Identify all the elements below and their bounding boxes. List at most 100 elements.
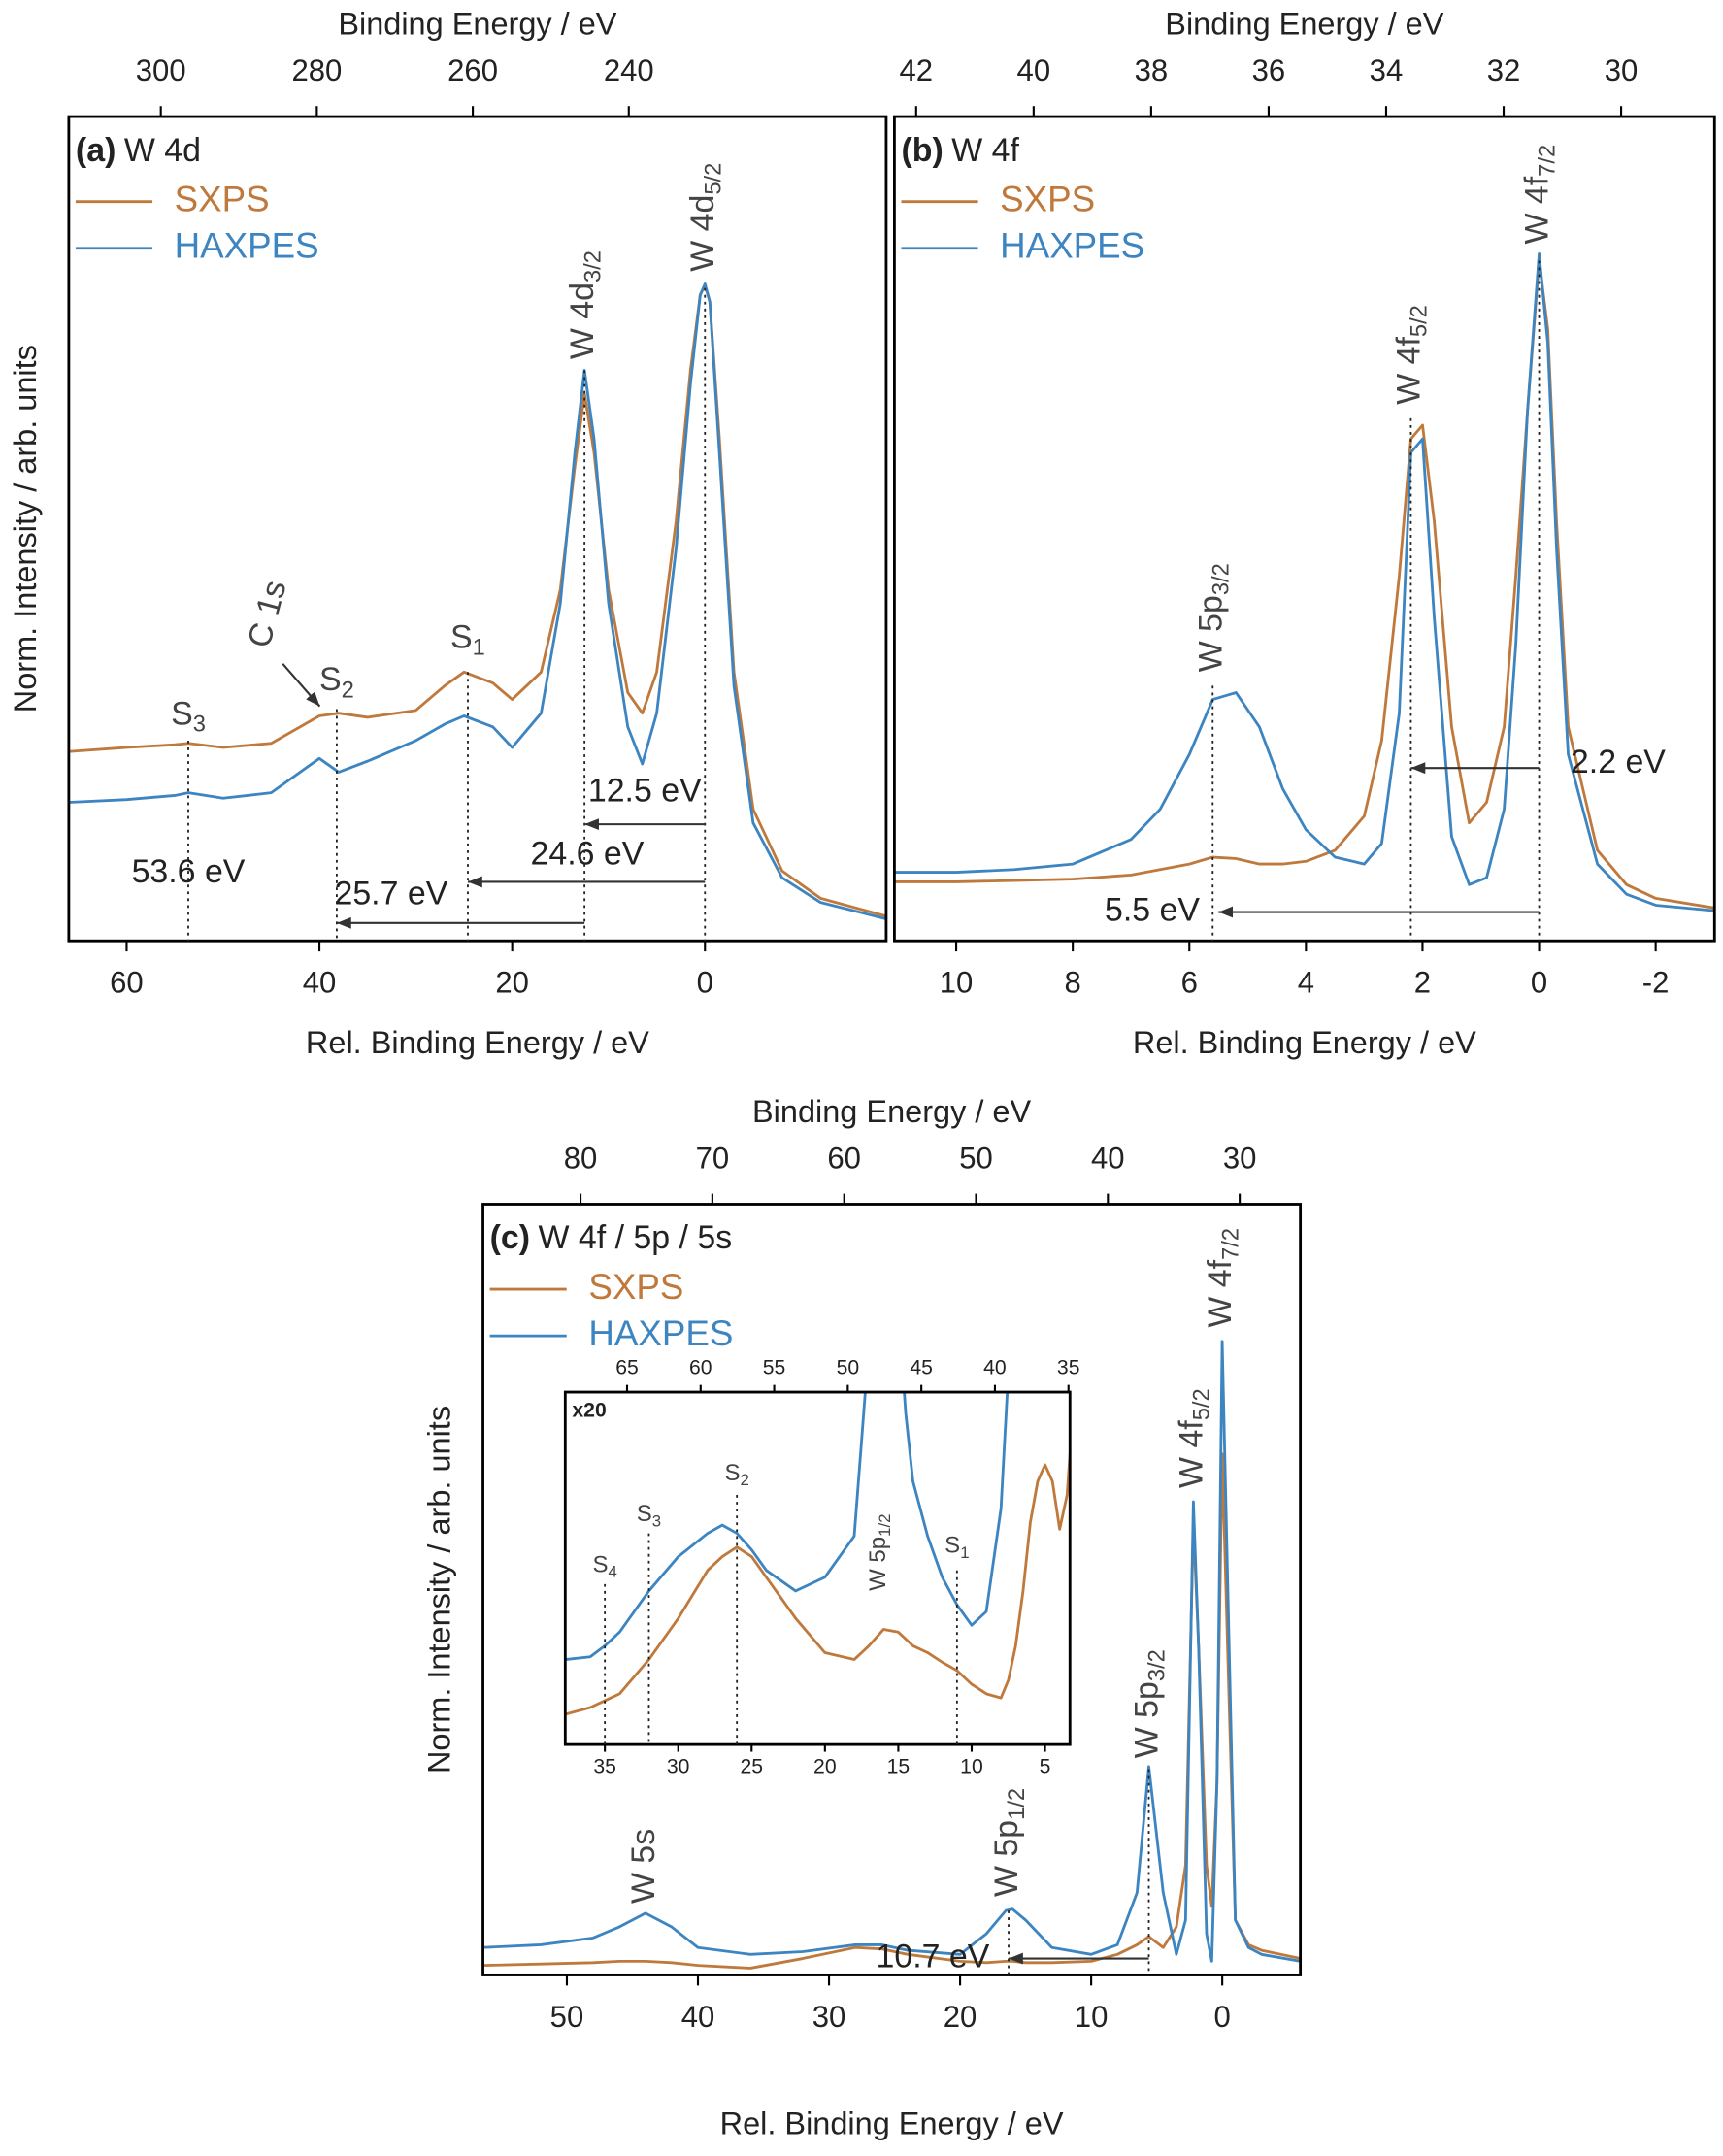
feature-label-sub: 2	[740, 1471, 748, 1489]
x-axis-label: Rel. Binding Energy / eV	[720, 2106, 1064, 2140]
x-tick-label: 30	[812, 2000, 846, 2034]
x-axis-label: Rel. Binding Energy / eV	[1133, 1025, 1476, 1060]
x-tick-label: 0	[697, 966, 713, 1000]
x-tick-label: 6	[1181, 966, 1198, 1000]
panel-title-text: W 4d	[124, 132, 201, 169]
line-series	[482, 1340, 1301, 1963]
feature-energy: 53.6 eV	[132, 853, 246, 890]
peak-label: W 4f5/2	[1173, 1388, 1214, 1488]
peak-label: W 5p3/2	[1128, 1649, 1170, 1758]
line-series	[565, 1453, 1071, 1716]
x2-tick-label: 240	[604, 53, 654, 87]
x-tick-label: 30	[667, 1756, 690, 1778]
panel-label: (a)	[76, 132, 116, 169]
x-tick-label: 20	[944, 2000, 977, 2034]
x2-tick-label: 50	[959, 1141, 993, 1175]
panel-label: (c)	[490, 1219, 530, 1256]
shift-label: 5.5 eV	[1105, 891, 1200, 928]
x-tick-label: 10	[1075, 2000, 1109, 2034]
x-tick-label: 10	[960, 1756, 983, 1778]
x-tick-label: 35	[593, 1756, 616, 1778]
x2-tick-label: 30	[1605, 53, 1639, 87]
shift-label: 10.7 eV	[877, 1939, 990, 1975]
feature-label-main: S	[944, 1533, 960, 1559]
x2-tick-label: 30	[1223, 1141, 1257, 1175]
feature-label: S2	[724, 1460, 748, 1489]
peak-label-main: W 4f	[1173, 1420, 1209, 1488]
peak-label-sub: 7/2	[1219, 1228, 1244, 1260]
peak-label-main: W 5p	[988, 1820, 1025, 1897]
legend-label: SXPS	[175, 179, 270, 218]
x-tick-label: -2	[1642, 966, 1670, 1000]
peak-label-sub: 5/2	[1190, 1388, 1215, 1420]
peak-label: W 4f7/2	[1202, 1228, 1243, 1328]
panel-title-text: W 4f / 5p / 5s	[539, 1219, 733, 1256]
y-axis-label: Norm. Intensity / arb. units	[422, 1406, 457, 1774]
x2-tick-label: 38	[1135, 53, 1169, 87]
peak-label: W 5p3/2	[1192, 563, 1234, 672]
peak-label-sub: 3/2	[1145, 1649, 1171, 1681]
feature-label: S1	[450, 618, 485, 660]
feature-label-main: S	[724, 1460, 740, 1486]
peak-label-sub: 3/2	[581, 250, 607, 282]
x2-tick-label: 70	[696, 1141, 730, 1175]
legend-label: SXPS	[588, 1267, 683, 1307]
plot-frame	[563, 1390, 1072, 1746]
feature-label-sub: 3	[193, 713, 206, 738]
x-tick-label: 50	[550, 2000, 584, 2034]
shift-label: 2.2 eV	[1571, 744, 1666, 780]
line-series	[565, 1392, 1010, 1661]
shift-label: 25.7 eV	[334, 876, 447, 912]
peak-label-main: W 5s	[625, 1829, 662, 1904]
peak-label: W 4f7/2	[1518, 145, 1560, 245]
x-tick-label: 0	[1213, 2000, 1230, 2034]
shift-label: 24.6 eV	[531, 836, 645, 873]
x-tick-label: 8	[1065, 966, 1081, 1000]
plot-area	[894, 116, 1715, 942]
x2-tick-label: 280	[291, 53, 342, 87]
x2-tick-label: 40	[1091, 1141, 1125, 1175]
x-tick-label: 4	[1298, 966, 1314, 1000]
x2-tick-label: 40	[1017, 53, 1051, 87]
peak-label-main: W 4d	[564, 282, 601, 359]
plot-frame	[892, 115, 1716, 943]
x-tick-label: 2	[1414, 966, 1431, 1000]
feature-label-sub: 3	[652, 1512, 661, 1531]
peak-label: W 4d3/2	[564, 250, 606, 359]
x2-tick-label: 300	[136, 53, 186, 87]
plot-area	[565, 1392, 1071, 1745]
legend-label: SXPS	[1000, 179, 1095, 218]
x2-tick-label: 42	[900, 53, 934, 87]
feature-arrow	[282, 663, 321, 708]
panel-title: (a) W 4d	[76, 132, 201, 169]
peak-label-main: W 4d	[684, 195, 721, 272]
feature-label-sub: 4	[608, 1563, 616, 1581]
feature-label-sub: 1	[960, 1543, 969, 1562]
peak-label: W 4f5/2	[1390, 305, 1432, 405]
x2-tick-label: 65	[615, 1357, 639, 1379]
x-tick-label: 60	[110, 966, 144, 1000]
feature-label: S1	[944, 1533, 969, 1562]
x2-tick-label: 55	[763, 1357, 786, 1379]
feature-label-main: S	[171, 695, 193, 732]
feature-label-main: S	[592, 1552, 608, 1578]
panel-title-text: W 4f	[951, 132, 1019, 169]
feature-label: S3	[171, 695, 206, 737]
peak-label-main: W 5p	[865, 1537, 891, 1591]
x2-tick-label: 60	[827, 1141, 861, 1175]
peak-label: W 5p1/2	[988, 1788, 1030, 1897]
panel-title: (c) W 4f / 5p / 5s	[490, 1219, 733, 1256]
x2-tick-label: 34	[1370, 53, 1404, 87]
feature-label: S3	[637, 1502, 661, 1531]
x-tick-label: 5	[1040, 1756, 1051, 1778]
panel-label: (b)	[901, 132, 943, 169]
panel-title: (b) W 4f	[901, 132, 1019, 169]
x2-tick-label: 40	[983, 1357, 1007, 1379]
peak-label: W 4d5/2	[684, 163, 726, 272]
inset-label: x20	[572, 1399, 606, 1421]
peak-label: W 5s	[625, 1829, 662, 1904]
feature-label-sub: 1	[473, 636, 485, 661]
x-axis-label: Rel. Binding Energy / eV	[306, 1025, 649, 1060]
x2-tick-label: 36	[1252, 53, 1286, 87]
